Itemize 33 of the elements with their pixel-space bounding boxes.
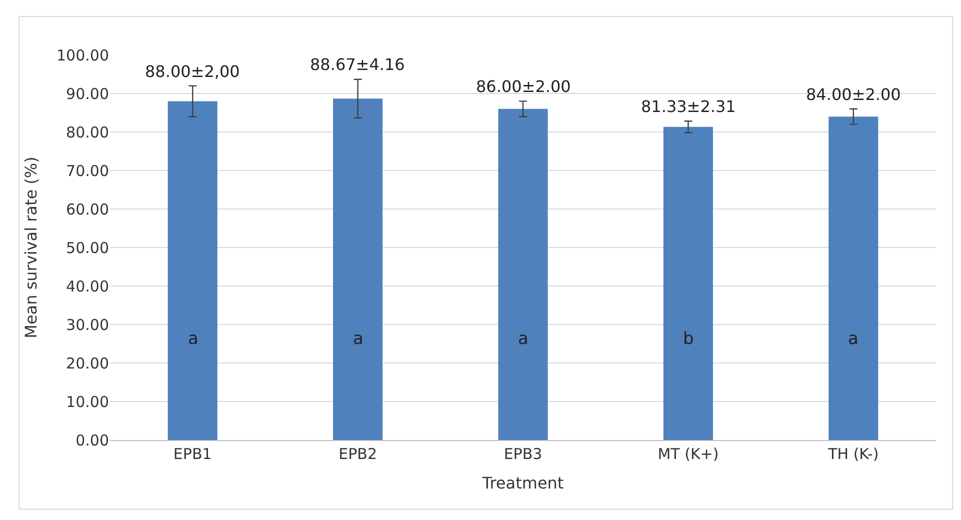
data-label: 88.67±4.16	[310, 55, 405, 74]
x-tick-label: TH (K-)	[827, 445, 879, 463]
y-tick-label: 10.00	[66, 392, 109, 411]
y-tick-label: 100.00	[56, 46, 109, 64]
x-tick-label: EPB3	[504, 445, 542, 463]
y-tick-label: 30.00	[66, 316, 109, 334]
y-tick-label: 40.00	[66, 277, 109, 296]
y-tick-label: 70.00	[66, 162, 109, 180]
data-label: 88.00±2,00	[145, 62, 240, 81]
annotation: a	[188, 329, 198, 349]
bar	[168, 101, 218, 440]
data-label: 84.00±2.00	[806, 85, 901, 104]
y-tick-label: 90.00	[66, 84, 109, 103]
x-tick-label: EPB2	[338, 445, 377, 463]
y-tick-label: 60.00	[66, 200, 109, 218]
y-tick-label: 50.00	[66, 238, 109, 257]
bar	[333, 98, 383, 440]
bar	[663, 126, 713, 440]
annotation: b	[683, 329, 694, 349]
y-tick-label: 80.00	[66, 123, 109, 142]
y-tick-label: 20.00	[66, 354, 109, 372]
y-axis-title: Mean survival rate (%)	[21, 156, 40, 338]
bar	[828, 116, 878, 440]
y-tick-label: 0.00	[76, 431, 109, 450]
x-tick-label: MT (K+)	[658, 445, 719, 463]
x-tick-label: EPB1	[173, 445, 212, 463]
annotation: a	[353, 329, 364, 349]
annotation: a	[518, 329, 528, 349]
bar	[498, 108, 548, 440]
x-axis-title: Treatment	[481, 474, 564, 493]
data-label: 81.33±2.31	[641, 97, 736, 116]
data-label: 86.00±2.00	[476, 77, 571, 96]
annotation: a	[848, 329, 858, 349]
